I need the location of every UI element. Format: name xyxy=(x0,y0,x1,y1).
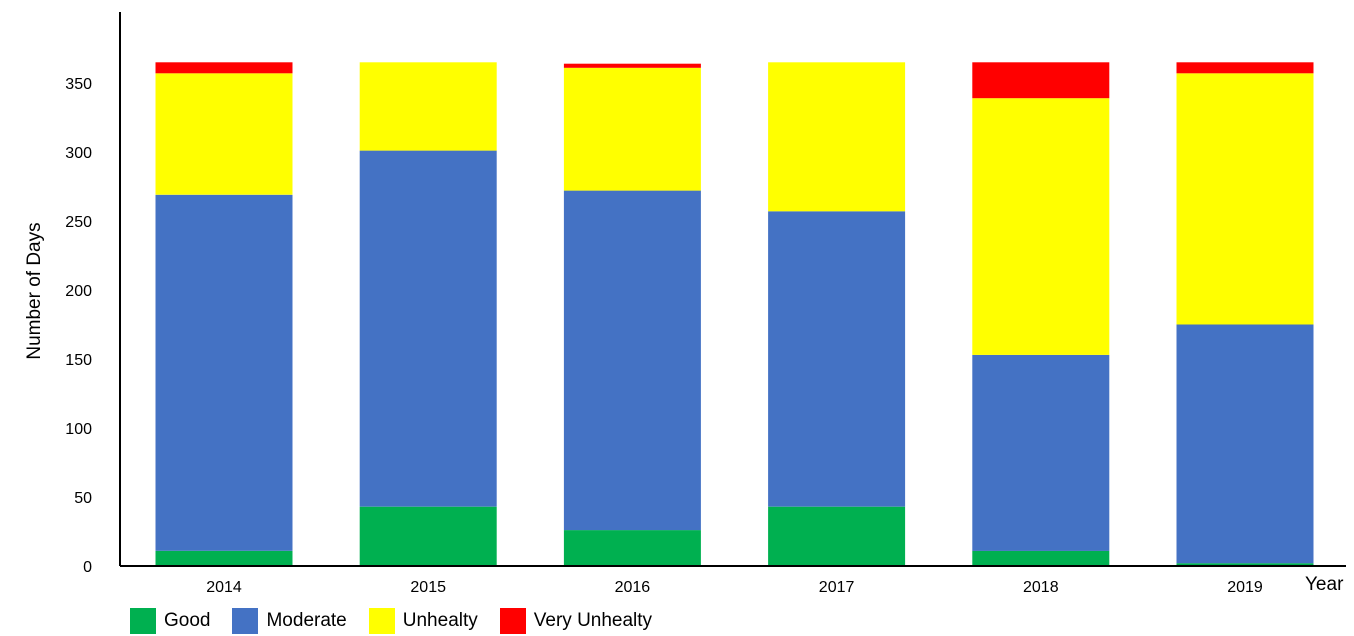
y-tick-label: 250 xyxy=(65,214,92,231)
bar-good-2014 xyxy=(155,550,293,566)
bar-unhealty-2019 xyxy=(1176,73,1314,325)
y-tick-label: 200 xyxy=(65,283,92,300)
bar-unhealty-2016 xyxy=(563,67,701,191)
y-tick-label: 100 xyxy=(65,421,92,438)
bar-moderate-2015 xyxy=(359,150,497,507)
y-tick-label: 50 xyxy=(74,490,92,507)
bar-moderate-2017 xyxy=(768,211,906,507)
x-axis-title: Year xyxy=(1305,574,1344,595)
bar-moderate-2016 xyxy=(563,190,701,531)
legend-item-moderate: Moderate xyxy=(232,608,347,634)
bar-very-unhealty-2016 xyxy=(563,63,701,68)
bar-unhealty-2017 xyxy=(768,62,906,212)
y-tick-label: 300 xyxy=(65,145,92,162)
bar-good-2015 xyxy=(359,506,497,566)
bar-very-unhealty-2014 xyxy=(155,62,293,74)
legend-item-good: Good xyxy=(130,608,210,634)
legend-swatch xyxy=(499,608,526,634)
y-tick-label: 0 xyxy=(83,559,92,576)
x-tick-labels: 2014 2015 2016 2017 2018 2019 xyxy=(206,579,1263,596)
legend-item-very-unhealty: Very Unhealty xyxy=(499,608,653,634)
legend-label: Unhealty xyxy=(402,610,478,631)
y-tick-label: 150 xyxy=(65,352,92,369)
legend-label: Good xyxy=(164,610,211,631)
x-tick-label: 2016 xyxy=(615,579,651,596)
legend-item-unhealty: Unhealty xyxy=(368,608,478,634)
bar-unhealty-2014 xyxy=(155,73,293,195)
y-tick-label: 350 xyxy=(65,76,92,93)
bar-good-2018 xyxy=(972,550,1110,566)
bar-moderate-2019 xyxy=(1176,324,1314,564)
legend-swatch xyxy=(368,608,395,634)
bar-unhealty-2015 xyxy=(359,62,497,151)
bar-moderate-2014 xyxy=(155,194,293,551)
bar-unhealty-2018 xyxy=(972,98,1110,355)
legend: Good Moderate Unhealty Very Unhealty xyxy=(130,606,674,636)
legend-label: Moderate xyxy=(266,610,347,631)
x-tick-label: 2018 xyxy=(1023,579,1059,596)
bar-moderate-2018 xyxy=(972,354,1110,551)
bar-good-2017 xyxy=(768,506,906,566)
x-tick-label: 2015 xyxy=(410,579,446,596)
bar-very-unhealty-2018 xyxy=(972,62,1110,99)
y-tick-labels: 0 50 100 150 200 250 300 350 xyxy=(65,76,92,576)
x-tick-label: 2019 xyxy=(1227,579,1263,596)
bar-good-2016 xyxy=(563,530,701,566)
bar-very-unhealty-2019 xyxy=(1176,62,1314,74)
bar-good-2019 xyxy=(1176,563,1314,566)
y-axis-title: Number of Days xyxy=(24,222,45,359)
x-tick-label: 2017 xyxy=(819,579,855,596)
legend-label: Very Unhealty xyxy=(533,610,653,631)
legend-swatch xyxy=(130,608,156,634)
x-tick-label: 2014 xyxy=(206,579,242,596)
legend-swatch xyxy=(232,608,259,634)
bars-layer xyxy=(155,62,1314,566)
